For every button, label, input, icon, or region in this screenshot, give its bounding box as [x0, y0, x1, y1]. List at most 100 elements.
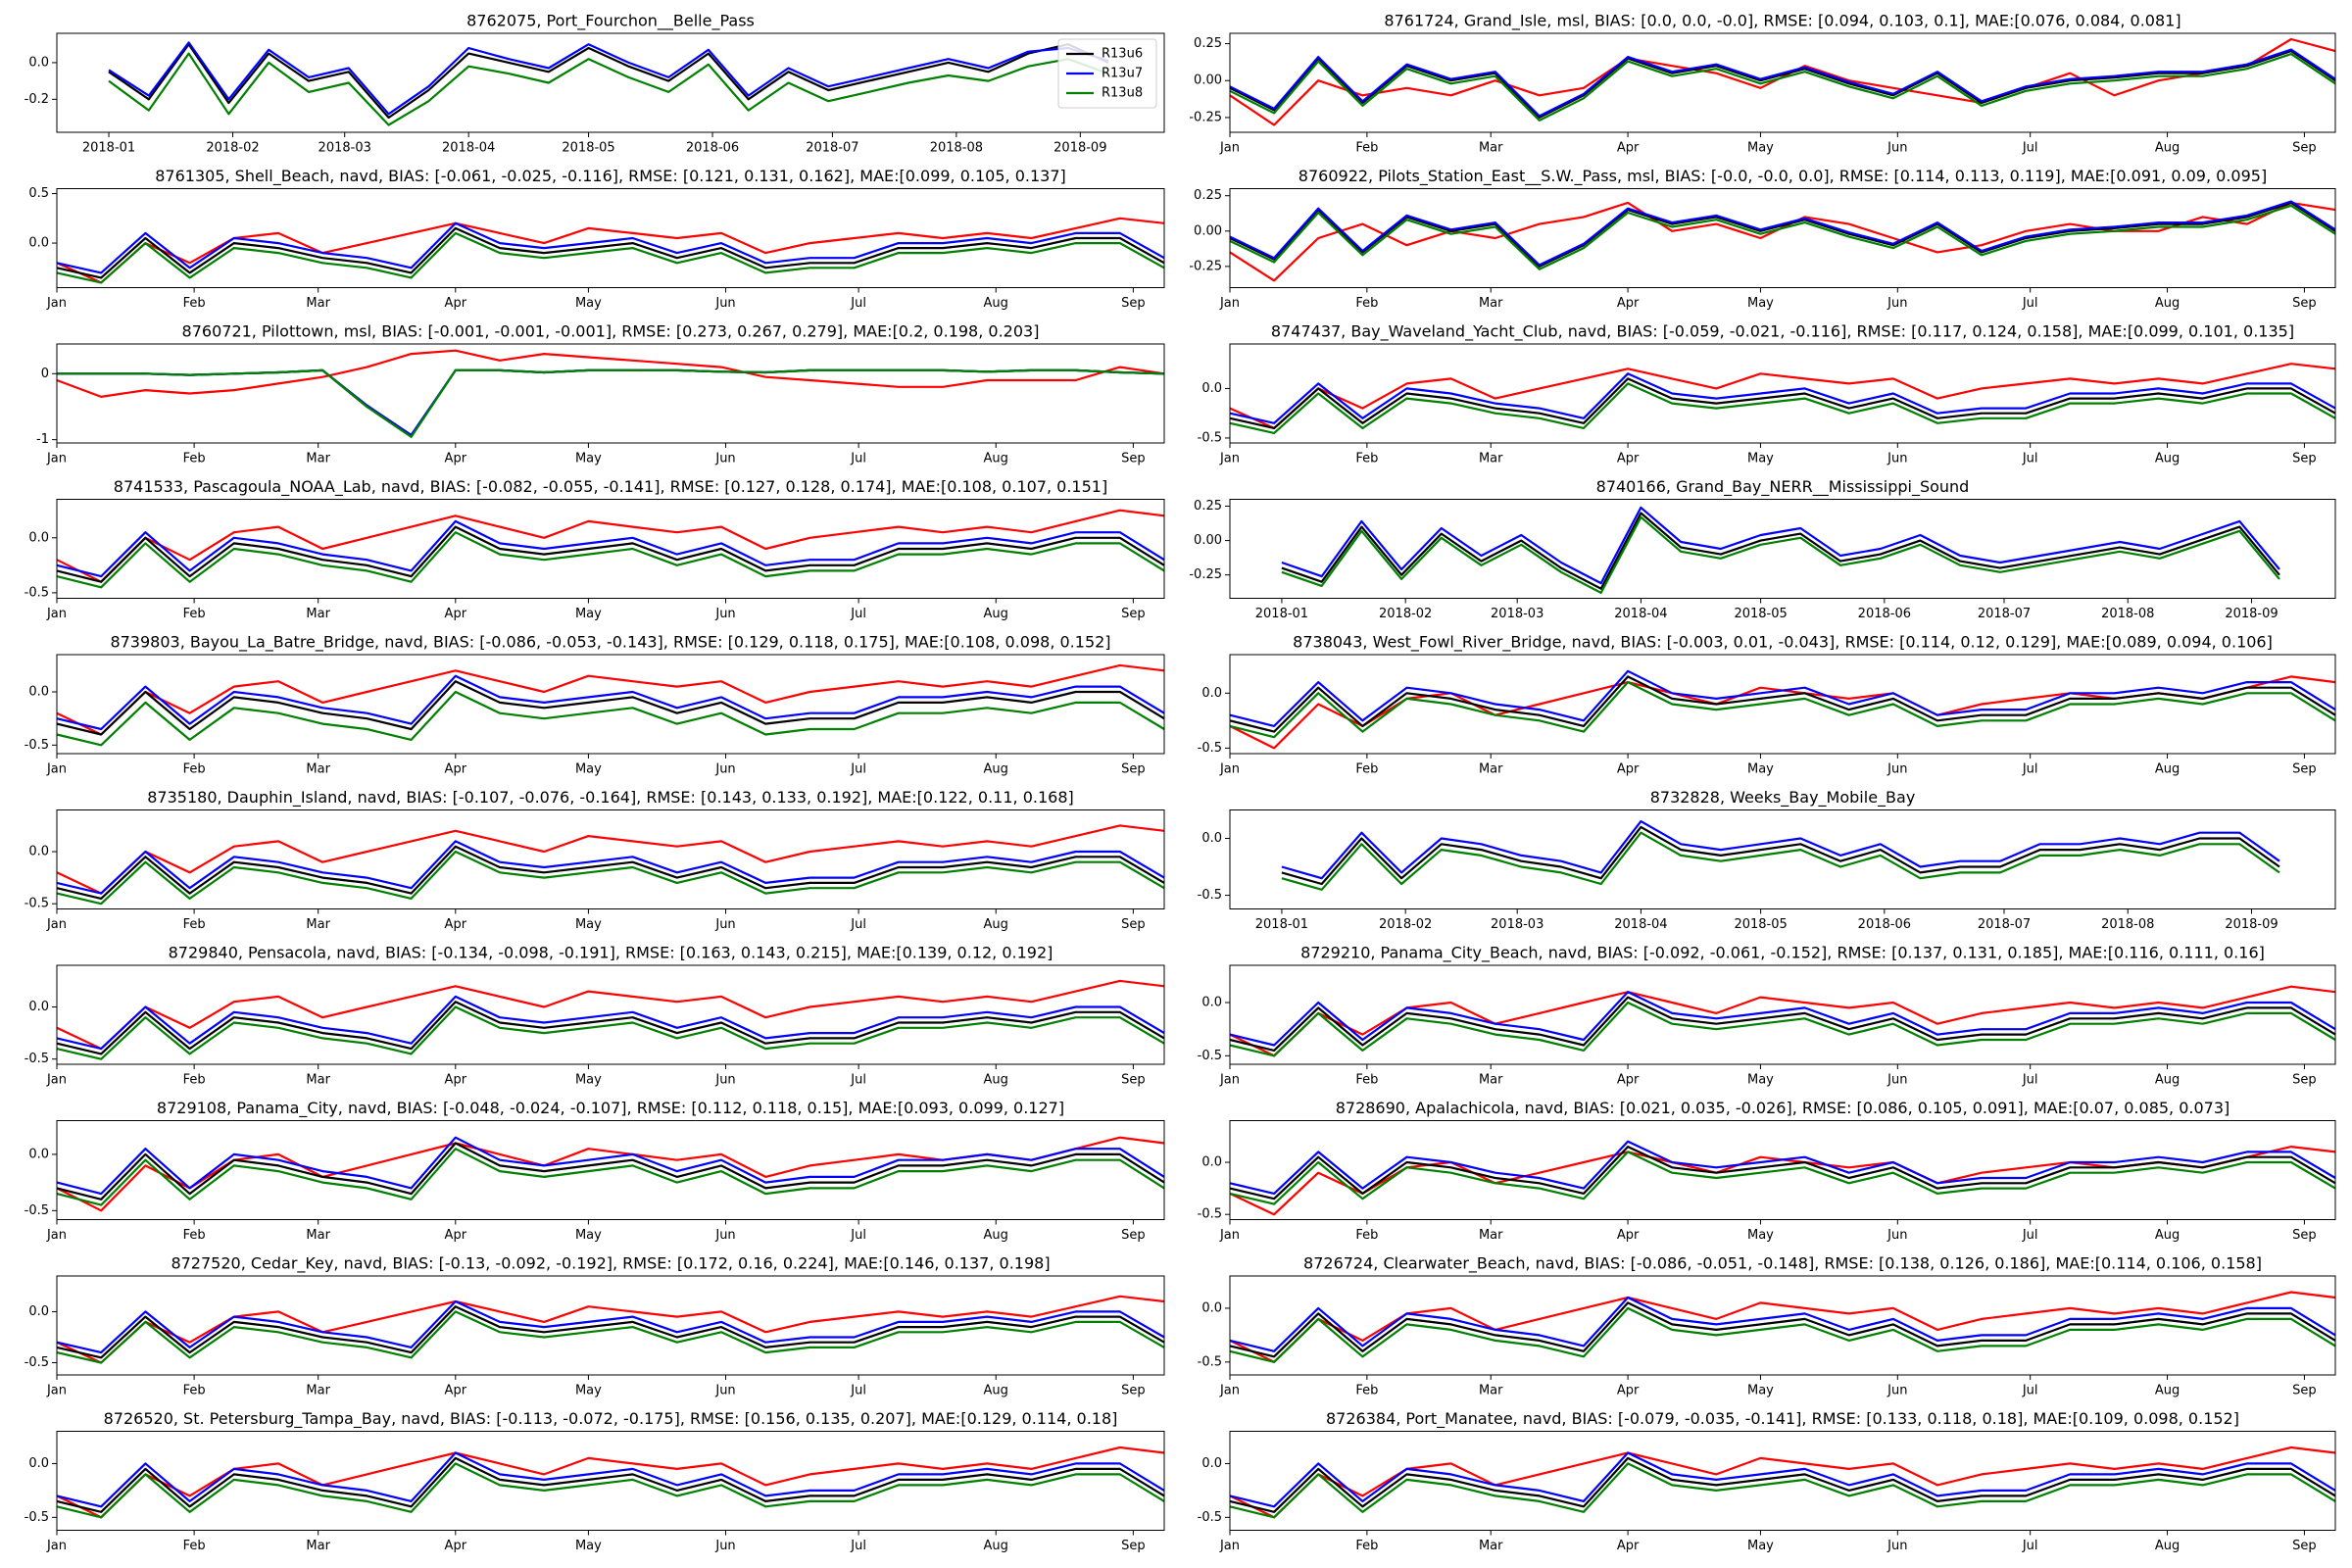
- panel-title: 8726520, St. Petersburg_Tampa_Bay, navd,…: [104, 1409, 1118, 1429]
- series-line: [1229, 363, 2336, 429]
- x-tick-label: Jul: [850, 762, 866, 777]
- x-tick-label: Jan: [1219, 452, 1240, 466]
- y-tick-label: -0.5: [24, 1052, 49, 1066]
- panel-title: 8739803, Bayou_La_Batre_Bridge, navd, BI…: [110, 633, 1110, 653]
- y-tick-label: -0.5: [1198, 430, 1222, 445]
- x-tick-label: Jun: [1886, 1228, 1907, 1243]
- x-tick-label: Jun: [714, 917, 735, 932]
- series-line: [1229, 991, 2336, 1047]
- x-tick-label: Apr: [1617, 1539, 1640, 1553]
- x-tick-label: May: [1747, 296, 1774, 311]
- x-tick-label: Jan: [46, 296, 67, 311]
- y-tick-label: 0.0: [28, 845, 49, 859]
- series-line: [56, 509, 1165, 583]
- x-tick-label: Apr: [1617, 141, 1640, 156]
- panel-title: 8760922, Pilots_Station_East__S.W._Pass,…: [1298, 167, 2267, 186]
- x-tick-label: Sep: [1121, 1384, 1146, 1398]
- x-tick-label: Sep: [1121, 917, 1146, 932]
- x-tick-label: Jan: [46, 452, 67, 466]
- x-tick-label: Jul: [850, 1384, 866, 1398]
- x-tick-label: 2018-02: [1379, 607, 1432, 621]
- y-tick-label: -0.2: [24, 92, 49, 107]
- series-line: [1229, 1001, 2336, 1057]
- series-line: [56, 1142, 1165, 1200]
- panel-title: 8729210, Panama_City_Beach, navd, BIAS: …: [1300, 944, 2265, 963]
- x-tick-label: 2018-03: [1491, 607, 1544, 621]
- series-line: [56, 221, 1165, 274]
- y-tick-label: -0.25: [1189, 110, 1222, 124]
- x-tick-label: Sep: [1121, 452, 1146, 466]
- series-line: [1281, 831, 2280, 891]
- y-tick-label: -0.5: [1198, 1207, 1222, 1222]
- panel-title: 8735180, Dauphin_Island, navd, BIAS: [-0…: [147, 788, 1074, 808]
- axes-frame: [1229, 809, 2336, 909]
- x-tick-label: May: [575, 607, 602, 621]
- series-line: [56, 690, 1165, 747]
- x-tick-label: Sep: [1121, 607, 1146, 621]
- series-line: [56, 519, 1165, 578]
- axes-frame: [56, 499, 1165, 599]
- x-tick-label: Aug: [984, 1384, 1008, 1398]
- x-tick-label: Aug: [2155, 762, 2180, 777]
- axes-frame: [1229, 654, 2336, 755]
- x-tick-label: Aug: [2155, 296, 2180, 311]
- y-tick-label: 0.0: [28, 530, 49, 545]
- x-tick-label: Jan: [1219, 1073, 1240, 1088]
- x-tick-label: 2018-05: [562, 141, 614, 156]
- x-tick-label: Feb: [1355, 1073, 1378, 1088]
- axes-frame: [1229, 964, 2336, 1065]
- y-tick-label: 0.0: [28, 55, 49, 70]
- series-line: [1281, 820, 2280, 880]
- x-tick-label: May: [575, 1384, 602, 1398]
- x-tick-label: Mar: [306, 1073, 330, 1088]
- series-line: [1229, 1301, 2336, 1358]
- series-line: [1229, 1462, 2336, 1519]
- x-tick-label: 2018-08: [2101, 607, 2154, 621]
- y-tick-label: 0: [41, 367, 49, 381]
- x-tick-label: Jan: [1219, 141, 1240, 156]
- series-line: [56, 1456, 1165, 1513]
- series-line: [1229, 1451, 2336, 1508]
- series-line: [1229, 204, 2336, 270]
- x-tick-label: 2018-06: [1858, 917, 1911, 932]
- x-tick-label: 2018-07: [1978, 607, 2031, 621]
- series-line: [1229, 1146, 2336, 1216]
- x-tick-label: May: [575, 1539, 602, 1553]
- x-tick-label: Feb: [183, 452, 206, 466]
- panel-title: 8729108, Panama_City, navd, BIAS: [-0.04…: [157, 1099, 1064, 1118]
- series-line: [1229, 1446, 2336, 1519]
- x-tick-label: Sep: [2292, 1384, 2317, 1398]
- x-tick-label: Jun: [1886, 141, 1907, 156]
- x-tick-label: Jun: [714, 1073, 735, 1088]
- series-line: [1229, 1151, 2336, 1205]
- axes-frame: [56, 32, 1165, 133]
- x-tick-label: Apr: [1617, 1073, 1640, 1088]
- panel-title: 8732828, Weeks_Bay_Mobile_Bay: [1650, 788, 1916, 808]
- x-tick-label: Aug: [2155, 1384, 2180, 1398]
- y-tick-label: 0.25: [1194, 499, 1222, 514]
- panel-title: 8761724, Grand_Isle, msl, BIAS: [0.0, 0.…: [1384, 12, 2180, 31]
- y-tick-label: 0.25: [1194, 36, 1222, 51]
- x-tick-label: Jun: [714, 607, 735, 621]
- legend-label: R13u6: [1102, 47, 1143, 62]
- x-tick-label: Apr: [445, 1073, 467, 1088]
- series-line: [1229, 201, 2336, 268]
- x-tick-label: Feb: [183, 1073, 206, 1088]
- x-tick-label: May: [575, 452, 602, 466]
- y-tick-label: 0.0: [1201, 1456, 1222, 1471]
- x-tick-label: Apr: [445, 452, 467, 466]
- x-tick-label: Mar: [1479, 1228, 1503, 1243]
- y-tick-label: 0.25: [1194, 188, 1222, 203]
- y-tick-label: -0.5: [24, 1203, 49, 1218]
- series-line: [1229, 1291, 2336, 1363]
- y-tick-label: 0.0: [1201, 1155, 1222, 1170]
- x-tick-label: Sep: [2292, 1073, 2317, 1088]
- x-tick-label: Jun: [1886, 1384, 1907, 1398]
- series-line: [1229, 382, 2336, 434]
- panel-title: 8738043, West_Fowl_River_Bridge, navd, B…: [1293, 633, 2273, 653]
- x-tick-label: Jul: [2022, 1228, 2038, 1243]
- x-tick-label: May: [1747, 452, 1774, 466]
- x-tick-label: Apr: [445, 1539, 467, 1553]
- y-tick-label: -0.5: [24, 897, 49, 911]
